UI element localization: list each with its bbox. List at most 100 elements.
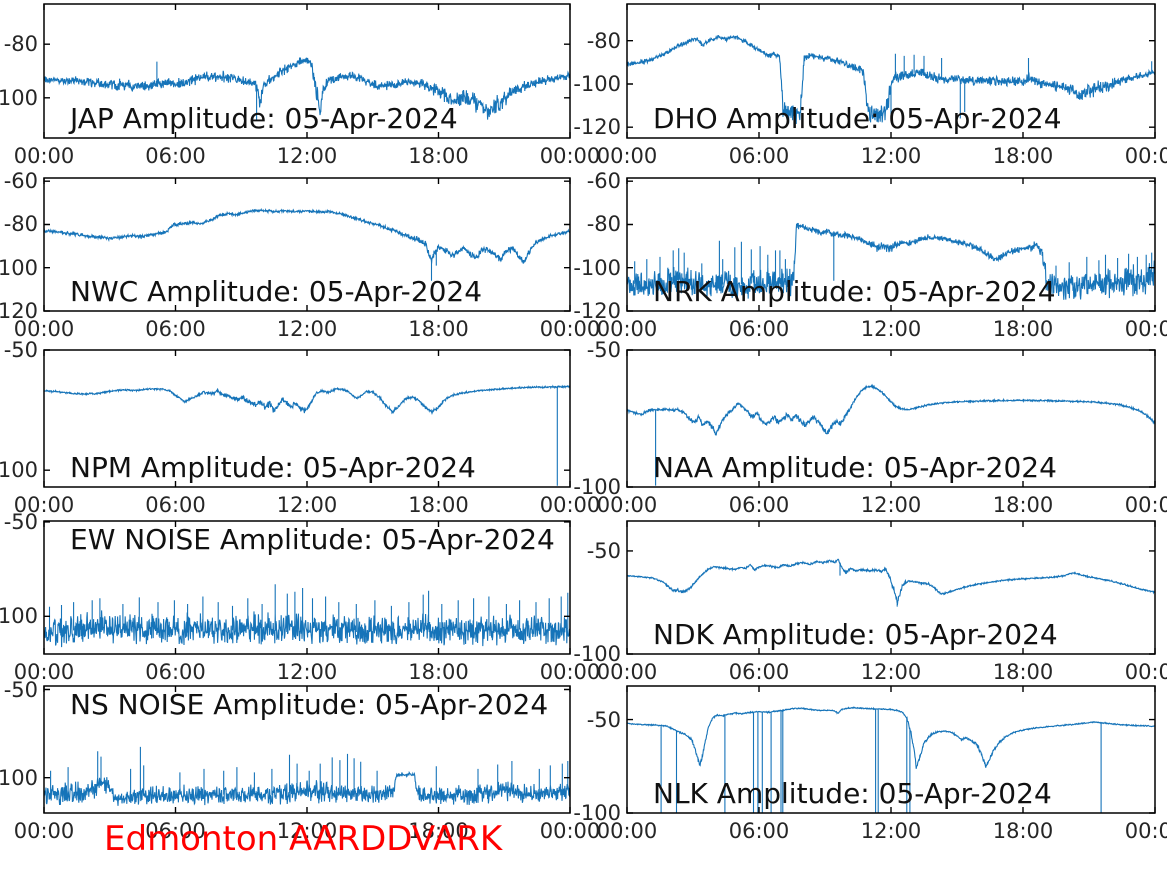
y-tick-label: -80 [586, 28, 621, 53]
x-tick-label: 00:00 [1124, 493, 1167, 517]
x-tick-label: 06:00 [145, 819, 206, 843]
axes-box [626, 685, 1156, 814]
x-tick-label: 18:00 [992, 819, 1054, 843]
x-tick-label: 12:00 [276, 493, 338, 517]
x-tick-label: 12:00 [860, 493, 922, 517]
y-tick-label: -50 [586, 338, 621, 362]
axes-box [626, 3, 1156, 139]
y-tick-label: -100 [0, 765, 38, 790]
x-tick-label: 06:00 [728, 660, 790, 684]
x-tick-label: 00:00 [13, 819, 75, 843]
x-tick-label: 00:00 [1124, 660, 1167, 684]
x-tick-label: 00:00 [596, 144, 658, 168]
x-tick-label: 06:00 [145, 144, 206, 168]
y-tick-label: -50 [586, 707, 621, 732]
x-tick-label: 18:00 [408, 660, 469, 684]
x-tick-label: 18:00 [408, 493, 469, 517]
axes-box [43, 520, 571, 655]
plot-title-nlk: NLK Amplitude: 05-Apr-2024 [653, 777, 1052, 810]
y-tick-label: -100 [573, 642, 621, 666]
plot-title-nrk: NRK Amplitude: 05-Apr-2024 [653, 275, 1056, 308]
plot-title-dho: DHO Amplitude: 05-Apr-2024 [653, 102, 1062, 135]
data-line-nwc [44, 207, 570, 281]
plot-title-ew-noise: EW NOISE Amplitude: 05-Apr-2024 [70, 523, 555, 556]
axes-box [43, 3, 571, 139]
y-tick-label: -50 [586, 538, 621, 563]
x-tick-label: 12:00 [276, 144, 338, 168]
plot-title-ndk: NDK Amplitude: 05-Apr-2024 [653, 618, 1058, 651]
watermark-text: Edmonton AARDDVARK [104, 819, 503, 859]
y-tick-label: -80 [586, 212, 621, 237]
x-tick-label: 00:00 [539, 493, 601, 517]
axes-box [43, 177, 571, 312]
y-tick-label: -100 [0, 255, 38, 280]
y-tick-label: -50 [3, 509, 38, 534]
x-tick-label: 18:00 [408, 144, 469, 168]
y-tick-label: -80 [3, 212, 38, 237]
data-line-dho [627, 35, 1155, 125]
x-tick-label: 06:00 [728, 819, 790, 843]
x-tick-label: 06:00 [145, 493, 206, 517]
x-tick-label: 18:00 [992, 493, 1054, 517]
x-tick-label: 12:00 [276, 819, 338, 843]
plot-title-ns-noise: NS NOISE Amplitude: 05-Apr-2024 [70, 688, 549, 721]
x-tick-label: 12:00 [276, 660, 338, 684]
x-tick-label: 06:00 [728, 144, 790, 168]
y-tick-label: -120 [573, 115, 621, 140]
data-line-nrk [627, 222, 1155, 300]
plot-area-ew-noise [43, 520, 571, 655]
x-tick-label: 18:00 [408, 317, 469, 341]
plot-title-nwc: NWC Amplitude: 05-Apr-2024 [70, 275, 483, 308]
plot-area-jap [43, 3, 571, 139]
y-tick-label: -60 [586, 169, 621, 194]
y-tick-label: -120 [0, 299, 38, 323]
axes-box [626, 520, 1156, 655]
x-tick-label: 00:00 [539, 660, 601, 684]
x-tick-label: 06:00 [728, 493, 790, 517]
x-tick-label: 18:00 [408, 819, 469, 843]
y-tick-label: -100 [573, 801, 621, 825]
x-tick-label: 12:00 [860, 660, 922, 684]
x-tick-label: 12:00 [860, 317, 922, 341]
x-tick-label: 00:00 [1124, 819, 1167, 843]
x-tick-label: 00:00 [1124, 317, 1167, 341]
y-tick-label: -100 [573, 475, 621, 499]
x-tick-label: 00:00 [1124, 144, 1167, 168]
x-tick-label: 06:00 [145, 660, 206, 684]
plot-title-jap: JAP Amplitude: 05-Apr-2024 [70, 102, 458, 135]
x-tick-label: 18:00 [992, 144, 1054, 168]
plot-area-naa [626, 349, 1156, 488]
x-tick-label: 00:00 [539, 144, 601, 168]
x-tick-label: 00:00 [13, 317, 75, 341]
axes-box [43, 349, 571, 488]
axes-box [626, 349, 1156, 488]
x-tick-label: 00:00 [539, 317, 601, 341]
axes-box [43, 685, 571, 814]
data-line-naa [627, 383, 1155, 486]
x-tick-label: 06:00 [728, 317, 790, 341]
data-line-nlk [627, 706, 1155, 813]
y-tick-label: -100 [0, 458, 38, 483]
y-tick-label: -60 [3, 169, 38, 194]
y-tick-label: -80 [3, 32, 38, 57]
x-tick-label: 18:00 [992, 660, 1054, 684]
x-tick-label: 12:00 [860, 819, 922, 843]
data-line-ew-noise [44, 584, 570, 648]
y-tick-label: -100 [0, 85, 38, 110]
y-tick-label: -100 [573, 255, 621, 280]
plot-area-dho [626, 3, 1156, 139]
data-line-ndk [627, 558, 1155, 607]
plot-title-naa: NAA Amplitude: 05-Apr-2024 [653, 451, 1057, 484]
plot-area-nrk [626, 177, 1156, 312]
axes-box [626, 177, 1156, 312]
plot-area-nwc [43, 177, 571, 312]
x-tick-label: 12:00 [276, 317, 338, 341]
y-tick-label: -100 [0, 604, 38, 629]
data-line-ns-noise [44, 746, 570, 806]
plot-area-ns-noise [43, 685, 571, 814]
plot-area-npm [43, 349, 571, 488]
plot-title-npm: NPM Amplitude: 05-Apr-2024 [70, 451, 476, 484]
plot-area-nlk [626, 685, 1156, 814]
x-tick-label: 00:00 [539, 819, 601, 843]
x-tick-label: 00:00 [13, 660, 75, 684]
